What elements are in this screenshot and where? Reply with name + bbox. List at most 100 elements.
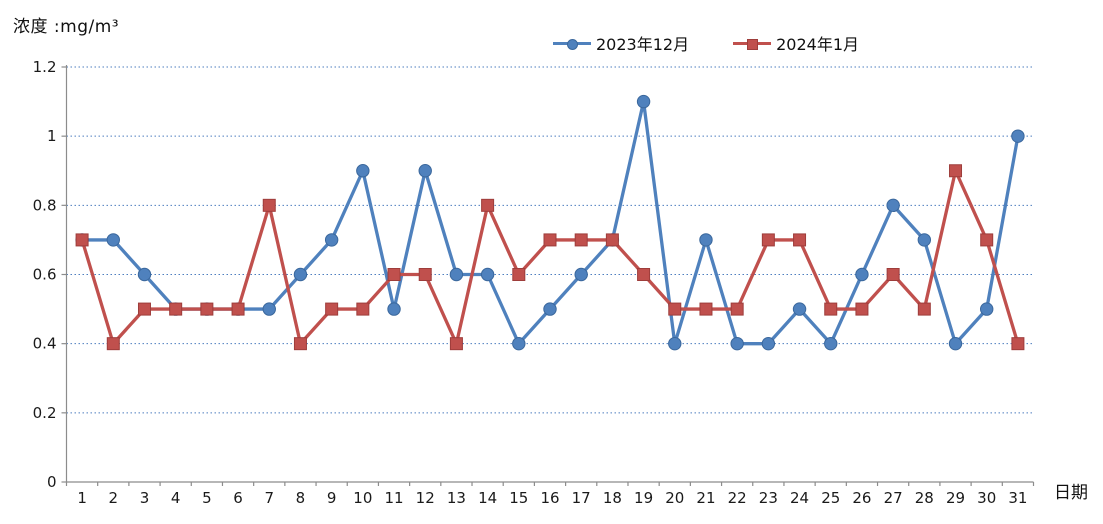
x-tick-label-7: 7 [264,489,274,507]
x-tick-label-15: 15 [509,489,528,507]
x-tick-label-21: 21 [696,489,715,507]
series-1-marker-day-7 [262,198,276,212]
series-1-marker-day-23 [761,233,775,247]
series-0-marker-day-12 [418,164,432,178]
series-1-marker-day-3 [137,302,151,316]
series-0-marker-day-11 [387,302,401,316]
series-1-line [80,169,1020,346]
series-0-marker-day-16 [543,302,557,316]
series-1-marker-day-15 [512,268,526,281]
series-1-marker-day-21 [699,302,713,316]
x-tick-label-27: 27 [884,489,903,507]
y-axis-title: 浓度 :mg/m³ [13,17,120,37]
series-0-marker-day-14 [480,267,495,282]
x-tick-label-12: 12 [416,489,435,507]
series-0-marker-day-30 [980,302,994,316]
x-tick-label-29: 29 [946,489,965,507]
series-0-marker-day-23 [761,336,776,351]
series-1-marker-day-24 [793,233,807,247]
series-0-marker-day-20 [668,336,682,351]
x-tick-label-31: 31 [1008,489,1027,507]
y-tick-label-0: 0 [47,473,57,491]
x-tick-label-13: 13 [447,489,466,507]
series-0-marker-day-29 [948,336,963,351]
x-tick-label-5: 5 [202,489,212,507]
series-0-marker-day-19 [636,94,651,109]
series-1-marker-day-30 [980,233,994,247]
legend-item-dec-2023: 2023年12月 [553,31,689,55]
series-1-marker-day-17 [574,233,588,247]
series-0-marker-day-10 [356,164,370,178]
x-tick-label-2: 2 [109,489,119,507]
series-1-marker-day-13 [449,337,463,351]
series-1-marker-day-12 [418,268,432,281]
x-tick-label-25: 25 [821,489,840,507]
series-1-marker-day-1 [75,233,89,247]
legend-swatch-square-icon [733,38,772,50]
series-0-marker-day-2 [106,233,120,247]
series-1-marker-day-31 [1011,337,1025,351]
series-1-marker-day-29 [949,164,963,178]
x-tick-label-17: 17 [572,489,591,507]
series-0-marker-day-24 [792,302,807,316]
x-tick-label-1: 1 [77,489,87,507]
legend-label-jan-2024: 2024年1月 [776,35,859,54]
y-tick-label-0.4: 0.4 [33,335,57,353]
x-tick-label-19: 19 [634,489,653,507]
series-0-marker-day-25 [824,336,838,351]
legend-item-jan-2024: 2024年1月 [733,31,859,55]
x-tick-label-14: 14 [478,489,497,507]
series-1-marker-day-9 [325,302,339,316]
x-tick-label-30: 30 [977,489,996,507]
series-0-marker-day-27 [886,198,900,213]
series-1-marker-day-11 [387,268,401,281]
series-1-marker-day-10 [356,302,370,316]
x-tick-label-11: 11 [384,489,403,507]
series-1-marker-day-5 [200,302,214,316]
x-tick-label-28: 28 [915,489,934,507]
x-tick-label-22: 22 [728,489,747,507]
series-1-marker-day-16 [543,233,557,247]
x-tick-label-24: 24 [790,489,809,507]
y-tick-label-0.8: 0.8 [33,196,57,214]
x-tick-label-18: 18 [603,489,622,507]
x-tick-label-10: 10 [353,489,372,507]
series-1-marker-day-27 [886,268,900,281]
y-tick-label-1.2: 1.2 [33,58,57,76]
series-0-marker-day-31 [1011,129,1025,143]
series-1-marker-day-8 [293,337,307,351]
series-0-marker-day-17 [574,267,588,282]
series-0-marker-day-15 [512,336,526,351]
x-tick-label-26: 26 [852,489,871,507]
x-tick-label-20: 20 [665,489,684,507]
series-0-marker-day-22 [730,336,744,351]
series-0-marker-day-21 [699,233,713,247]
series-1-marker-day-4 [169,302,183,316]
series-1-marker-day-20 [668,302,682,316]
x-tick-label-6: 6 [233,489,243,507]
series-1-marker-day-28 [917,302,931,316]
series-1-marker-day-6 [231,302,245,316]
y-tick-label-1: 1 [47,127,57,145]
series-1-marker-day-19 [637,268,651,281]
series-0-marker-day-28 [917,233,932,247]
series-1-marker-day-2 [106,337,120,351]
x-tick-label-9: 9 [327,489,337,507]
legend-label-dec-2023: 2023年12月 [596,35,690,54]
series-0-marker-day-26 [855,267,869,282]
x-tick-label-4: 4 [171,489,181,507]
y-tick-label-0.2: 0.2 [33,404,57,422]
series-1-marker-day-25 [824,302,838,316]
x-tick-label-16: 16 [540,489,559,507]
series-0-marker-day-9 [324,233,339,247]
legend-swatch-circle-icon [553,38,591,50]
x-axis-title: 日期 [1054,483,1088,503]
series-1-marker-day-22 [730,302,744,316]
x-tick-label-3: 3 [140,489,150,507]
legend: 2023年12月 2024年1月 [553,31,859,55]
series-1-marker-day-26 [855,302,869,316]
series-0-marker-day-7 [262,302,276,316]
series-0-marker-day-3 [137,267,152,282]
